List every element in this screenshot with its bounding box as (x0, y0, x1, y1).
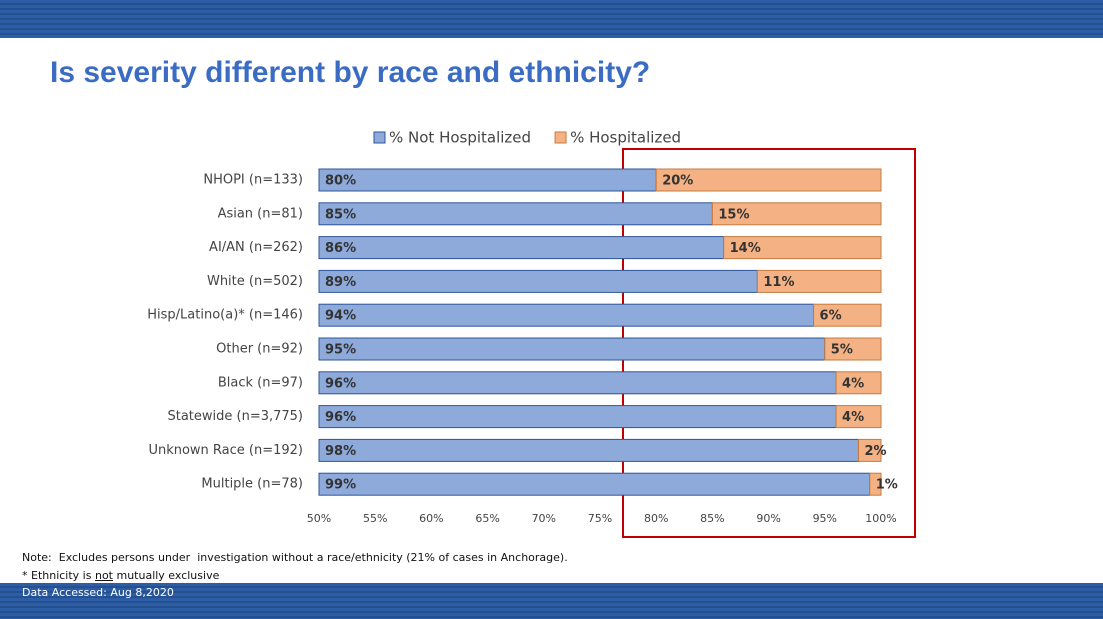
x-tick-label: 80% (644, 512, 668, 525)
y-tick-label: Asian (n=81) (218, 206, 303, 221)
footer-band (0, 583, 1103, 619)
y-tick-label: Statewide (n=3,775) (167, 409, 303, 424)
x-tick-label: 60% (419, 512, 443, 525)
note: Note: Excludes persons under investigati… (22, 551, 568, 564)
y-tick-label: White (n=502) (207, 274, 303, 289)
bar (318, 236, 725, 260)
y-tick-label: Multiple (n=78) (201, 477, 303, 492)
data-label: 98% (325, 444, 356, 459)
header-band (0, 0, 1103, 38)
data-label: 6% (820, 309, 842, 324)
legend-swatch (554, 131, 567, 144)
data-label: 5% (831, 343, 853, 358)
x-tick-label: 75% (588, 512, 612, 525)
data-label: 96% (325, 376, 356, 391)
y-tick-label: NHOPI (n=133) (203, 173, 303, 188)
bar (318, 472, 871, 496)
bar (318, 168, 657, 192)
bar (711, 202, 882, 226)
data-label: 2% (865, 444, 887, 459)
data-label: 94% (325, 309, 356, 324)
x-tick-label: 50% (307, 512, 331, 525)
data-label: 85% (325, 207, 356, 222)
legend-label: % Not Hospitalized (389, 129, 531, 147)
y-tick-label: Black (n=97) (218, 375, 303, 390)
x-tick-label: 55% (363, 512, 387, 525)
bar (858, 438, 882, 462)
data-label: 80% (325, 174, 356, 189)
data-label: 96% (325, 410, 356, 425)
bar (869, 472, 882, 496)
bar (318, 337, 826, 361)
note-text: mutually exclusive (112, 569, 220, 582)
data-label: 4% (842, 410, 864, 425)
x-tick-label: 95% (813, 512, 837, 525)
data-label: 99% (325, 478, 356, 493)
data-label: 89% (325, 275, 356, 290)
data-label: 4% (842, 376, 864, 391)
y-tick-label: Hisp/Latino(a)* (n=146) (147, 308, 303, 323)
slide-title: Is severity different by race and ethnic… (50, 56, 651, 89)
x-tick-label: 90% (756, 512, 780, 525)
bar (756, 269, 882, 293)
bar (824, 337, 882, 361)
note: * Ethnicity is not mutually exclusive (22, 569, 219, 582)
note-text: * Ethnicity is (22, 569, 95, 582)
y-tick-label: Other (n=92) (216, 342, 303, 357)
data-accessed: Data Accessed: Aug 8,2020 (22, 586, 174, 599)
bar (318, 303, 815, 327)
bar (813, 303, 882, 327)
bar (318, 371, 837, 395)
bar (723, 236, 882, 260)
bar (835, 405, 882, 429)
bar (318, 405, 837, 429)
data-label: 20% (662, 174, 693, 189)
note-text: not (94, 569, 113, 582)
x-tick-label: 100% (865, 512, 896, 525)
bar (318, 438, 860, 462)
x-tick-label: 85% (700, 512, 724, 525)
bar (318, 202, 713, 226)
legend-swatch (373, 131, 386, 144)
bar (835, 371, 882, 395)
x-tick-label: 70% (532, 512, 556, 525)
data-label: 11% (763, 275, 794, 290)
y-tick-label: AI/AN (n=262) (209, 240, 303, 255)
data-label: 86% (325, 241, 356, 256)
data-label: 95% (325, 343, 356, 358)
legend-label: % Hospitalized (570, 129, 681, 147)
x-tick-label: 65% (475, 512, 499, 525)
bar (318, 269, 758, 293)
data-label: 1% (876, 478, 898, 493)
y-tick-label: Unknown Race (n=192) (148, 443, 303, 458)
data-label: 14% (730, 241, 761, 256)
data-label: 15% (718, 207, 749, 222)
bar (655, 168, 882, 192)
